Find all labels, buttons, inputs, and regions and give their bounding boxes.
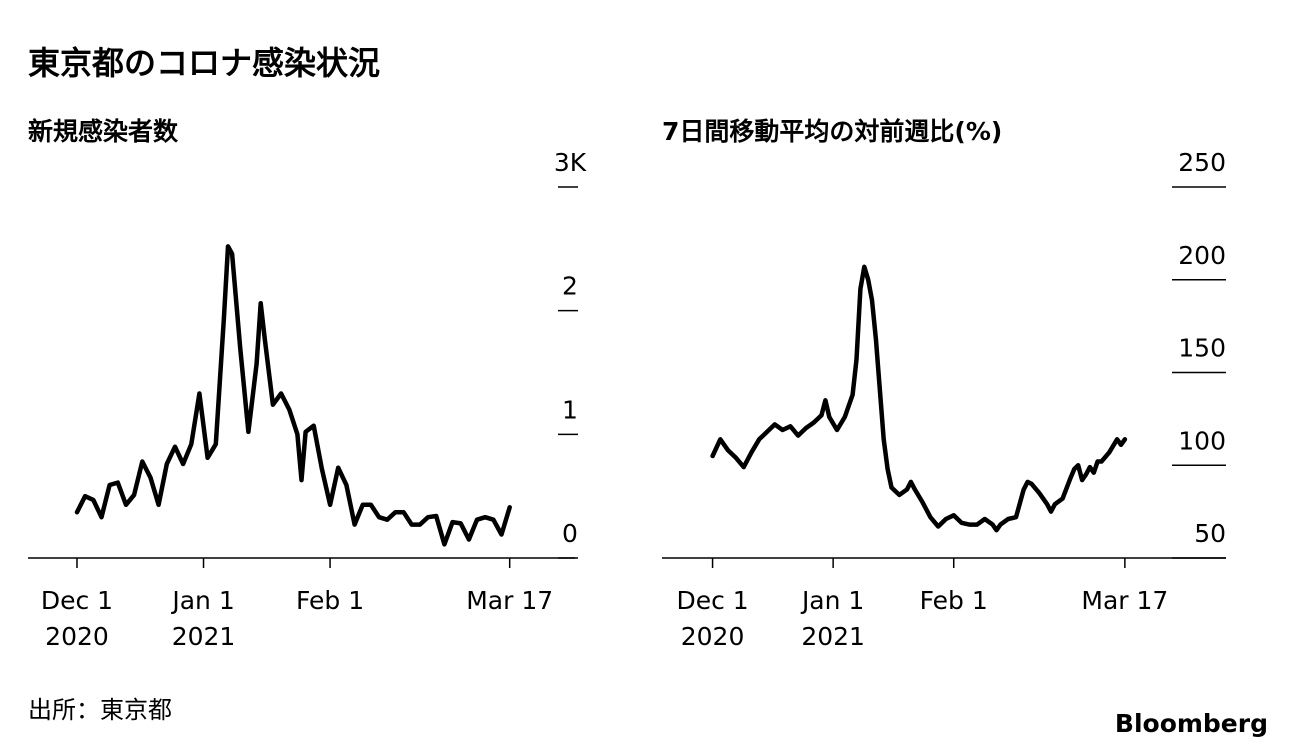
x-tick-label: Jan 1 [170,586,234,615]
brand: Bloomberg [1115,709,1268,738]
x-tick-label: Dec 1 [41,586,113,615]
chart-title: 新規感染者数 [28,117,179,146]
y-tick-label: 150 [1178,334,1226,363]
y-tick-label: 100 [1178,426,1226,455]
chart-title: 7日間移動平均の対前週比(%) [662,117,1002,146]
y-tick-label: 250 [1178,148,1226,177]
data-line [74,244,512,547]
data-line [710,264,1128,533]
x-tick-label: Dec 1 [676,586,748,615]
x-tick-label: Mar 17 [466,586,553,615]
source: 出所：東京都 [28,696,172,724]
y-tick-label: 2 [562,272,578,301]
y-tick-label: 0 [562,519,578,548]
page-title: 東京都のコロナ感染状況 [28,44,380,82]
y-tick-label: 1 [562,395,578,424]
x-tick-year: 2021 [801,622,865,651]
x-tick-year: 2020 [681,622,745,651]
x-tick-year: 2020 [45,622,109,651]
x-tick-label: Feb 1 [296,586,364,615]
x-tick-year: 2021 [172,622,236,651]
x-tick-label: Mar 17 [1081,586,1168,615]
y-tick-label: 3K [554,148,587,177]
y-tick-label: 50 [1194,519,1226,548]
x-tick-label: Feb 1 [920,586,988,615]
x-tick-label: Jan 1 [800,586,864,615]
y-tick-label: 200 [1178,241,1226,270]
